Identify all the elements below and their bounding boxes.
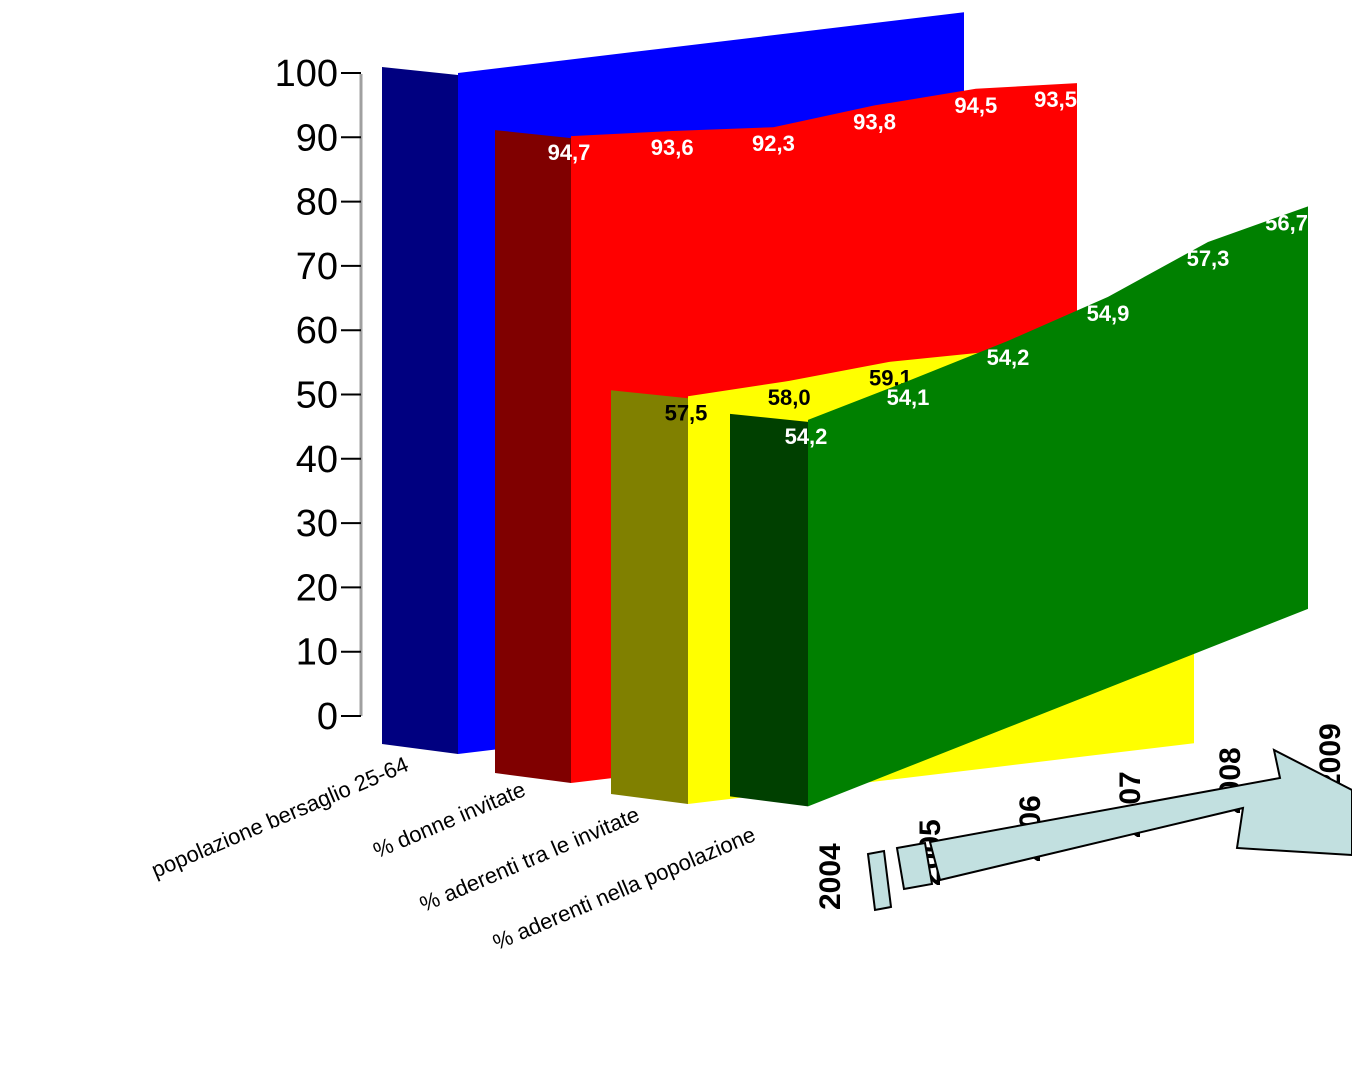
series-front-face [808, 206, 1308, 807]
series-axis-label: popolazione bersaglio 25-64 [148, 752, 412, 883]
data-label: 93,6 [651, 135, 694, 160]
series-side-face [730, 413, 808, 807]
y-tick-label: 30 [296, 503, 338, 545]
arrow-dash-1 [866, 849, 893, 912]
data-label: 56,7 [1265, 210, 1308, 235]
y-axis: 0 10 20 30 40 50 60 70 80 90 100 [275, 53, 363, 738]
y-tick-label: 70 [296, 246, 338, 288]
series-side-face [611, 390, 688, 804]
year-label: 2004 [814, 843, 847, 910]
direction-arrow [866, 748, 1352, 912]
series-axis-label: % aderenti nella popolazione [489, 822, 759, 955]
data-label: 54,2 [785, 424, 828, 449]
data-label: 54,9 [1087, 301, 1130, 326]
data-label: 54,2 [987, 345, 1030, 370]
data-label: 58,0 [768, 385, 811, 410]
y-tick-label: 20 [296, 567, 338, 609]
data-label: 94,7 [548, 140, 591, 165]
data-label: 54,1 [887, 385, 930, 410]
series-ribbons: 94,793,692,393,894,593,557,558,059,158,8… [382, 12, 1308, 807]
series-side-face [495, 130, 571, 784]
series-4: 54,2 54,1 54,2 54,9 57,3 56,7 [730, 206, 1308, 807]
series-side-face [382, 67, 458, 754]
y-tick-label: 50 [296, 375, 338, 417]
data-label: 93,8 [853, 109, 896, 134]
y-tick-label: 90 [296, 117, 338, 159]
data-label: 57,5 [665, 400, 708, 425]
arrow-dash-2 [895, 841, 934, 891]
data-label: 94,5 [954, 93, 997, 118]
y-tick-label: 80 [296, 182, 338, 224]
y-tick-label: 0 [317, 696, 338, 738]
y-tick-label: 10 [296, 632, 338, 674]
series-axis-label: % donne invitate [369, 777, 529, 864]
data-label: 93,5 [1034, 87, 1077, 112]
y-tick-label: 100 [275, 53, 338, 95]
arrow-body [928, 748, 1352, 882]
data-label: 92,3 [752, 131, 795, 156]
y-tick-label: 60 [296, 310, 338, 352]
y-tick-label: 40 [296, 439, 338, 481]
data-label: 57,3 [1187, 246, 1230, 271]
